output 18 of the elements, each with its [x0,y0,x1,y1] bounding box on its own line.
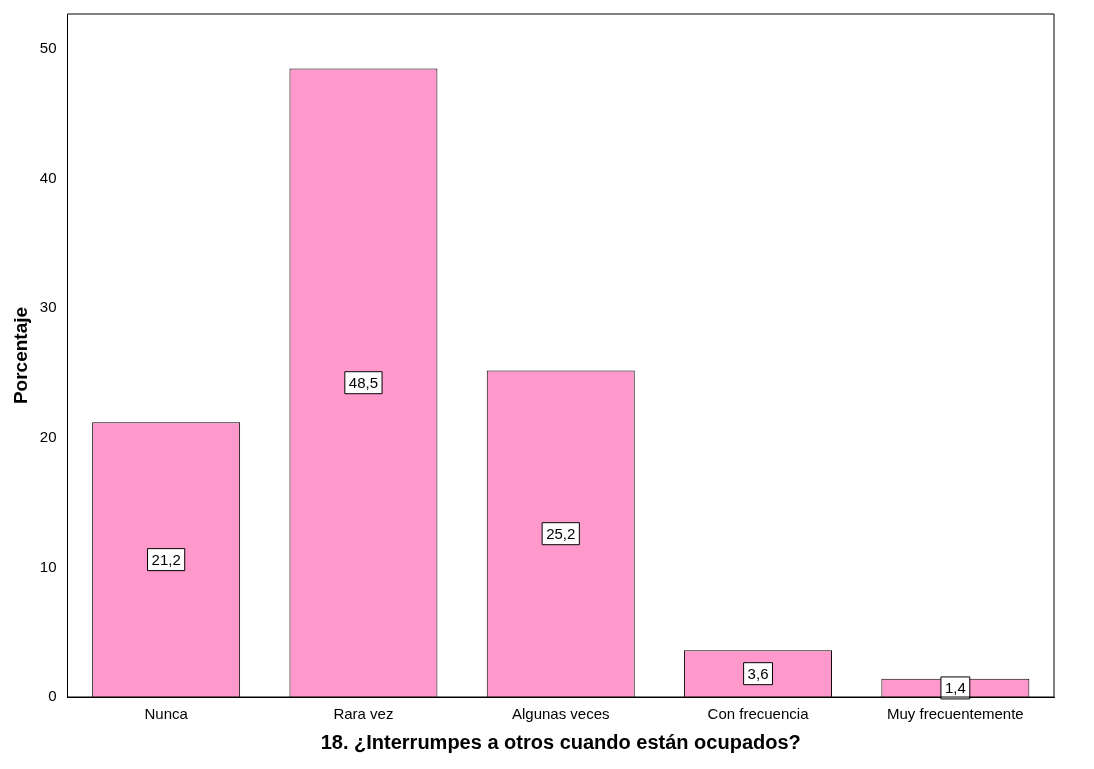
y-tick-label: 40 [39,168,57,186]
x-tick-label: Nunca [144,705,189,723]
y-tick-label: 50 [39,39,57,57]
data-label: 25,2 [546,524,576,542]
data-label: 48,5 [348,373,379,391]
x-tick-label: Rara vez [333,705,394,723]
x-tick-label: Algunas veces [511,705,610,723]
data-label: 21,2 [151,550,181,568]
data-label: 1,4 [944,679,966,697]
x-axis-title: 18. ¿Interrumpes a otros cuando están ocupados? [320,730,801,753]
x-tick-label: Con frecuencia [707,705,810,723]
y-axis-title: Porcentaje [9,306,31,405]
x-tick-label: Muy frecuentemente [886,705,1024,723]
y-tick-label: 10 [39,557,57,575]
y-tick-label: 30 [39,298,57,316]
y-tick-label: 20 [39,427,57,445]
y-tick-label: 0 [48,687,57,705]
data-label: 3,6 [747,664,769,682]
